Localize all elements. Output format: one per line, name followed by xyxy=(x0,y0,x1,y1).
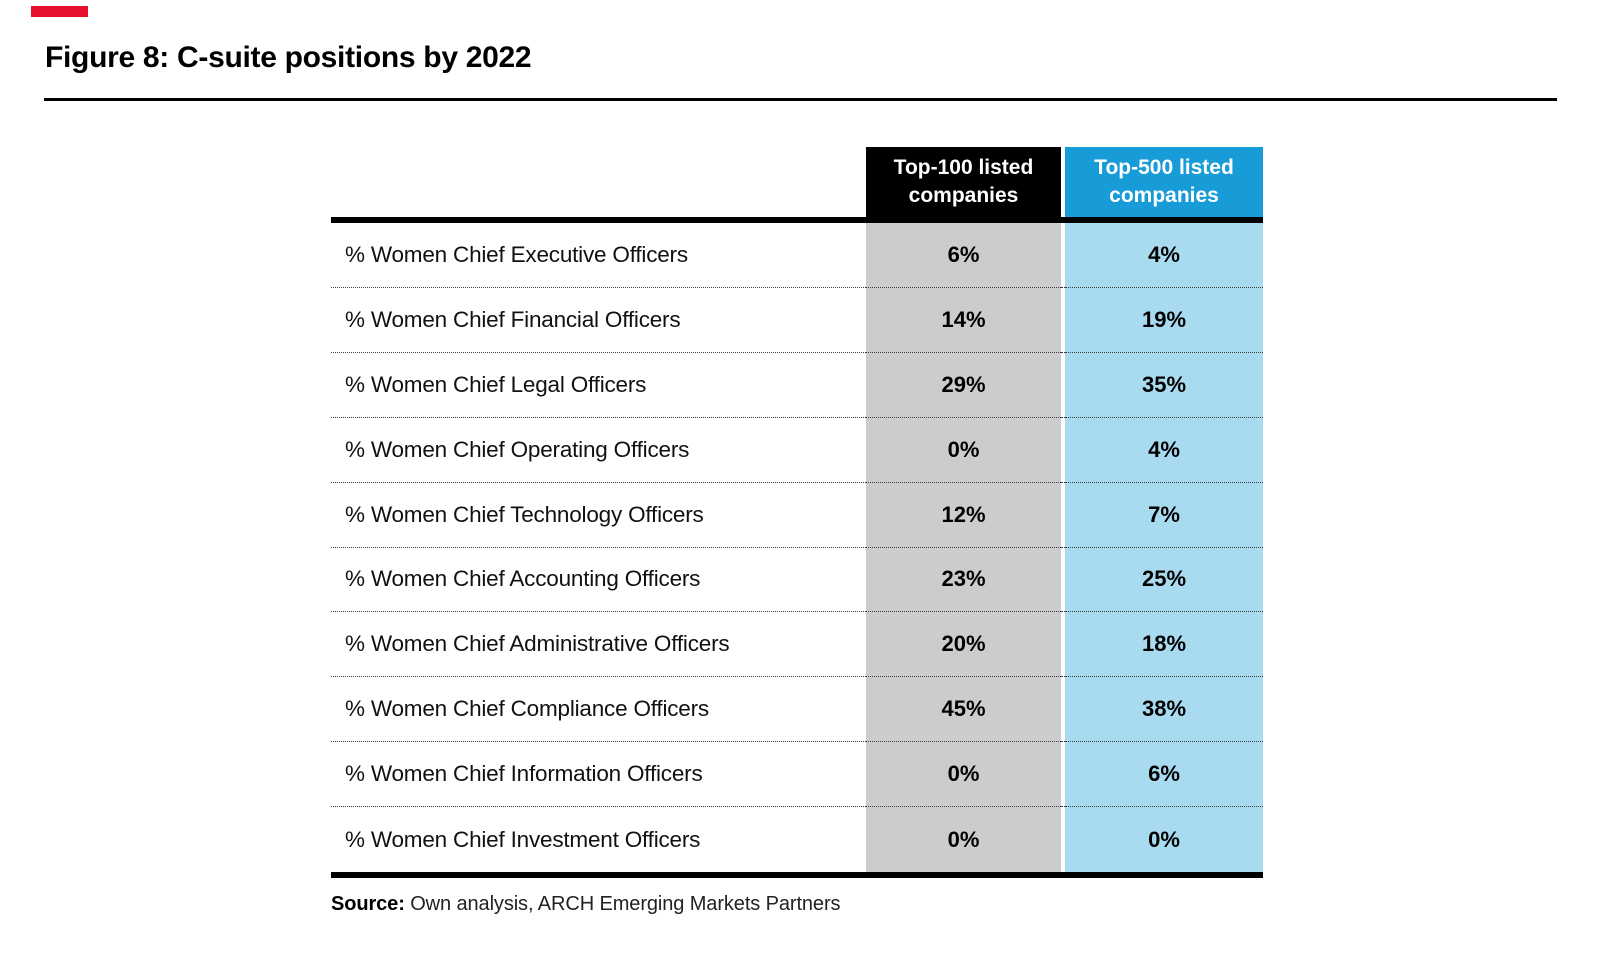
top500-value: 25% xyxy=(1065,547,1263,613)
table-row: % Women Chief Accounting Officers 23% 25… xyxy=(331,547,1263,613)
data-table: Top-100 listed companies Top-500 listed … xyxy=(331,147,1263,878)
top100-value: 0% xyxy=(866,807,1061,873)
source-label: Source: xyxy=(331,893,405,915)
top100-value: 12% xyxy=(866,482,1061,548)
row-label: % Women Chief Accounting Officers xyxy=(331,547,866,613)
top100-value: 29% xyxy=(866,352,1061,418)
top500-value: 4% xyxy=(1065,223,1263,288)
table-row: % Women Chief Technology Officers 12% 7% xyxy=(331,482,1263,548)
top100-value: 6% xyxy=(866,223,1061,288)
table-row: % Women Chief Executive Officers 6% 4% xyxy=(331,223,1263,288)
table-row: % Women Chief Information Officers 0% 6% xyxy=(331,742,1263,808)
top500-value: 7% xyxy=(1065,482,1263,548)
table-row: % Women Chief Administrative Officers 20… xyxy=(331,612,1263,678)
top100-value: 0% xyxy=(866,417,1061,483)
column-gap xyxy=(1061,547,1065,613)
table-row: % Women Chief Investment Officers 0% 0% xyxy=(331,807,1263,873)
header-underline xyxy=(331,217,1263,223)
row-label: % Women Chief Legal Officers xyxy=(331,352,866,418)
row-label: % Women Chief Operating Officers xyxy=(331,417,866,483)
row-label: % Women Chief Investment Officers xyxy=(331,807,866,873)
column-gap xyxy=(1061,612,1065,678)
table-row: % Women Chief Legal Officers 29% 35% xyxy=(331,352,1263,418)
column-gap xyxy=(1061,742,1065,808)
top500-value: 4% xyxy=(1065,417,1263,483)
column-gap xyxy=(1061,417,1065,483)
table-row: % Women Chief Operating Officers 0% 4% xyxy=(331,417,1263,483)
row-label: % Women Chief Technology Officers xyxy=(331,482,866,548)
column-gap xyxy=(1061,223,1065,288)
top100-value: 23% xyxy=(866,547,1061,613)
top500-value: 35% xyxy=(1065,352,1263,418)
header-spacer xyxy=(331,147,866,217)
top500-value: 19% xyxy=(1065,287,1263,353)
column-gap xyxy=(1061,147,1065,217)
top500-value: 6% xyxy=(1065,742,1263,808)
title-rule xyxy=(44,98,1557,101)
top100-value: 0% xyxy=(866,742,1061,808)
top100-value: 45% xyxy=(866,677,1061,743)
column-gap xyxy=(1061,482,1065,548)
top100-value: 20% xyxy=(866,612,1061,678)
table-row: % Women Chief Financial Officers 14% 19% xyxy=(331,287,1263,353)
column-header-top100: Top-100 listed companies xyxy=(866,147,1061,217)
column-gap xyxy=(1061,807,1065,873)
table-body: % Women Chief Executive Officers 6% 4% %… xyxy=(331,223,1263,873)
red-accent-bar xyxy=(31,6,88,17)
row-label: % Women Chief Financial Officers xyxy=(331,287,866,353)
row-label: % Women Chief Executive Officers xyxy=(331,223,866,288)
top500-value: 0% xyxy=(1065,807,1263,873)
row-label: % Women Chief Administrative Officers xyxy=(331,612,866,678)
source-text: Own analysis, ARCH Emerging Markets Part… xyxy=(404,893,841,915)
top500-value: 18% xyxy=(1065,612,1263,678)
row-label: % Women Chief Information Officers xyxy=(331,742,866,808)
top100-value: 14% xyxy=(866,287,1061,353)
table-bottom-rule xyxy=(331,872,1263,878)
table-header-row: Top-100 listed companies Top-500 listed … xyxy=(331,147,1263,217)
page-title: Figure 8: C-suite positions by 2022 xyxy=(45,41,532,74)
column-gap xyxy=(1061,677,1065,743)
row-label: % Women Chief Compliance Officers xyxy=(331,677,866,743)
column-header-top500: Top-500 listed companies xyxy=(1065,147,1263,217)
column-gap xyxy=(1061,352,1065,418)
source-note: Source: Own analysis, ARCH Emerging Mark… xyxy=(331,893,841,916)
table-row: % Women Chief Compliance Officers 45% 38… xyxy=(331,677,1263,743)
top500-value: 38% xyxy=(1065,677,1263,743)
column-gap xyxy=(1061,287,1065,353)
